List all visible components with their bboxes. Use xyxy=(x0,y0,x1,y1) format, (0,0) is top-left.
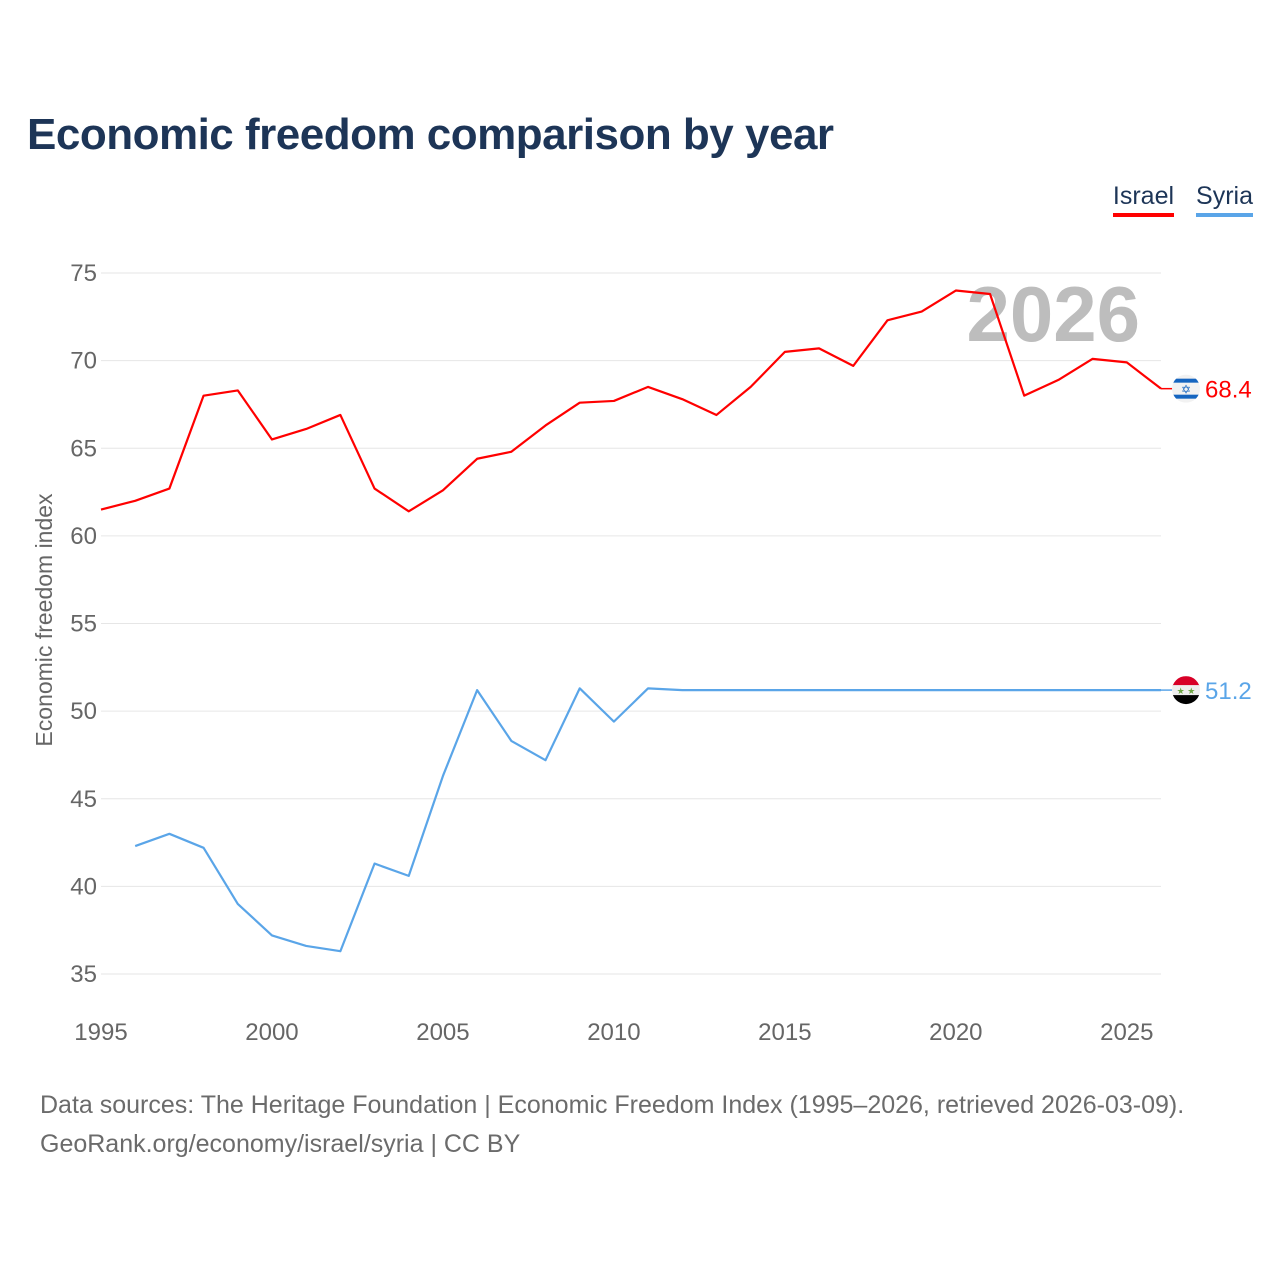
svg-text:★ ★: ★ ★ xyxy=(1177,686,1196,696)
y-tick-label: 50 xyxy=(70,698,97,725)
legend-item-syria[interactable]: Syria xyxy=(1196,182,1253,217)
legend-item-israel[interactable]: Israel xyxy=(1112,182,1175,217)
source-link[interactable]: GeoRank.org/economy/israel/syria | CC BY xyxy=(40,1130,521,1158)
svg-text:✡: ✡ xyxy=(1181,383,1191,397)
x-tick-label: 1995 xyxy=(74,1019,127,1046)
x-tick-label: 2025 xyxy=(1100,1019,1153,1046)
y-tick-label: 45 xyxy=(70,786,97,813)
y-tick-label: 75 xyxy=(70,260,97,287)
israel-flag-icon: ✡ xyxy=(1172,374,1200,403)
year-watermark: 2026 xyxy=(966,270,1140,358)
x-tick-label: 2005 xyxy=(416,1019,469,1046)
series-line-syria xyxy=(134,687,1161,953)
end-value-label: 68.4 xyxy=(1205,377,1252,404)
y-tick-label: 65 xyxy=(70,435,97,462)
y-axis-label: Economic freedom index xyxy=(31,493,57,747)
y-tick-label: 70 xyxy=(70,348,97,375)
source-line: Data sources: The Heritage Foundation | … xyxy=(40,1091,1185,1119)
footer-source: Data sources: The Heritage Foundation | … xyxy=(40,1086,1184,1164)
syria-flag-icon: ★ ★ xyxy=(1172,676,1200,705)
y-tick-label: 40 xyxy=(70,873,97,900)
chart-title: Economic freedom comparison by year xyxy=(27,110,834,159)
y-tick-label: 60 xyxy=(70,523,97,550)
y-tick-label: 55 xyxy=(70,611,97,638)
x-tick-label: 2000 xyxy=(245,1019,298,1046)
legend: Israel Syria xyxy=(1112,182,1253,217)
series-line-israel xyxy=(100,289,1162,513)
x-tick-label: 2020 xyxy=(929,1019,982,1046)
y-tick-label: 35 xyxy=(70,961,97,988)
end-value-label: 51.2 xyxy=(1205,678,1252,705)
x-tick-label: 2015 xyxy=(758,1019,811,1046)
x-tick-label: 2010 xyxy=(587,1019,640,1046)
